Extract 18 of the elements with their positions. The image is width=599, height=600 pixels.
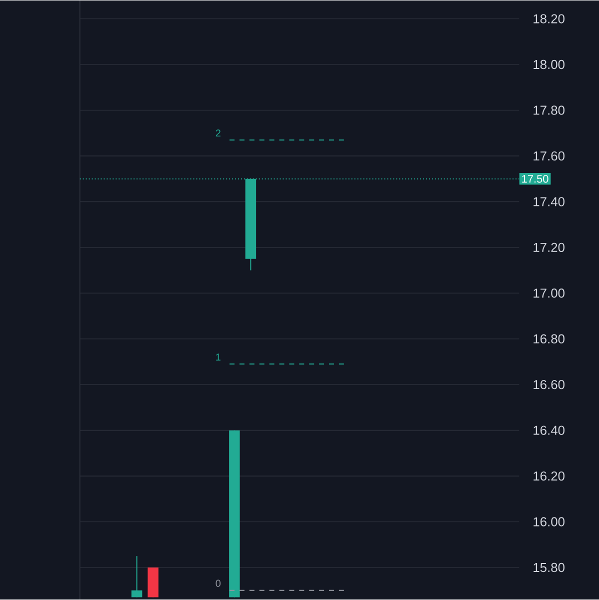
annotation: 1 <box>216 354 220 360</box>
y-tick-label: 18.20 <box>534 14 564 24</box>
annotation: 2 <box>216 129 220 136</box>
ref-line-label: 17.50 <box>522 174 548 183</box>
y-tick-label: 17.20 <box>534 242 564 252</box>
y-tick-label: 16.00 <box>534 517 564 526</box>
y-tick-label: 17.00 <box>534 288 564 298</box>
y-tick-label: 18.00 <box>534 60 564 70</box>
annotation: 0 <box>216 580 221 587</box>
y-tick-label: 16.40 <box>534 426 564 435</box>
y-tick-label: 16.20 <box>534 471 564 481</box>
y-tick-label: 17.40 <box>534 197 564 206</box>
y-tick-label: 16.80 <box>534 334 564 344</box>
candlestick <box>131 556 142 598</box>
y-tick-label: 15.80 <box>534 562 564 572</box>
y-tick-label: 16.60 <box>534 380 564 390</box>
y-tick-label: 17.60 <box>534 151 564 161</box>
y-tick-label: 17.80 <box>534 106 564 115</box>
